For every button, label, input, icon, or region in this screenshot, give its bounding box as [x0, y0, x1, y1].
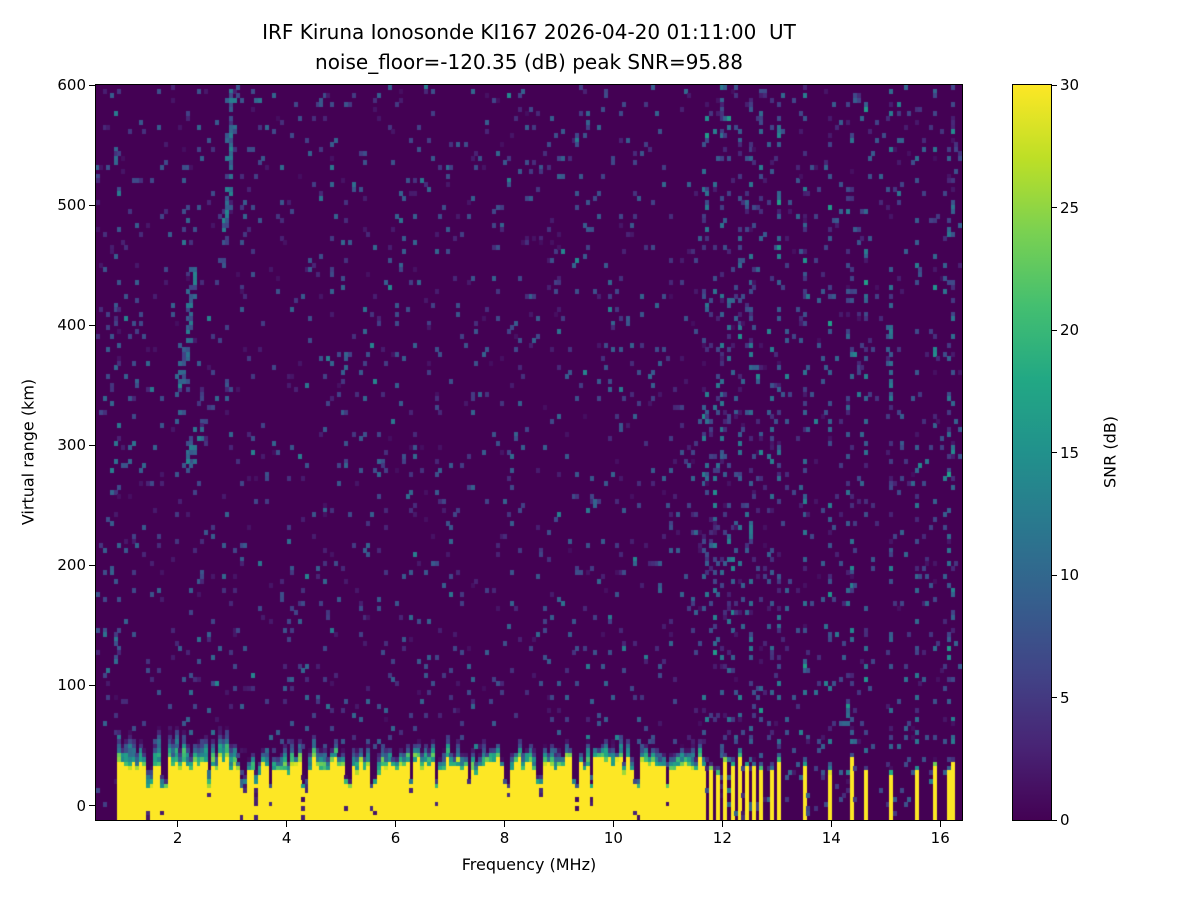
x-axis-label: Frequency (MHz): [461, 855, 597, 874]
x-tick-mark: [721, 821, 723, 827]
colorbar-tick-mark: [1051, 697, 1057, 698]
colorbar-tick-mark: [1051, 207, 1057, 208]
x-tick-label: 14: [821, 829, 841, 847]
x-tick-label: 2: [172, 829, 183, 847]
x-tick-mark: [503, 821, 505, 827]
y-tick-label: 400: [57, 316, 86, 335]
colorbar-tick-mark: [1051, 819, 1057, 821]
y-tick-mark: [89, 204, 95, 206]
colorbar-tick-mark: [1051, 574, 1057, 576]
chart-subtitle: noise_floor=-120.35 (dB) peak SNR=95.88: [315, 50, 743, 74]
y-tick-label: 100: [57, 676, 86, 695]
colorbar-tick-label: 15: [1060, 443, 1080, 462]
y-tick-mark: [89, 84, 95, 86]
x-tick-mark: [177, 821, 179, 827]
y-tick-label: 300: [57, 436, 86, 455]
x-tick-label: 8: [499, 829, 510, 847]
colorbar-tick-mark: [1051, 329, 1057, 331]
y-tick-label: 200: [57, 556, 86, 575]
x-tick-mark: [612, 821, 614, 827]
y-tick-label: 600: [57, 76, 86, 94]
y-tick-mark: [89, 444, 95, 446]
y-tick-mark: [89, 684, 95, 686]
x-tick-label: 4: [281, 829, 292, 847]
y-tick-label: 500: [57, 196, 86, 215]
x-tick-label: 6: [390, 829, 401, 847]
chart-title: IRF Kiruna Ionosonde KI167 2026-04-20 01…: [262, 20, 796, 44]
colorbar-label: SNR (dB): [1100, 416, 1120, 488]
y-tick-mark: [89, 805, 95, 807]
colorbar-tick-label: 25: [1060, 198, 1080, 217]
x-tick-mark: [939, 821, 941, 827]
y-tick-label: 0: [76, 796, 86, 815]
colorbar-tick-label: 5: [1060, 688, 1070, 707]
colorbar-tick-label: 30: [1060, 76, 1080, 94]
ionogram-canvas: [95, 84, 963, 821]
y-tick-mark: [89, 564, 95, 566]
colorbar-tick-mark: [1051, 452, 1057, 453]
x-tick-mark: [395, 821, 397, 827]
colorbar: [1012, 84, 1052, 821]
x-tick-label: 16: [930, 829, 950, 847]
x-tick-label: 12: [712, 829, 732, 847]
colorbar-tick-mark: [1051, 84, 1057, 86]
x-tick-mark: [286, 821, 288, 827]
colorbar-tick-label: 0: [1060, 811, 1070, 829]
x-tick-label: 10: [603, 829, 623, 847]
y-tick-mark: [89, 324, 95, 326]
x-tick-mark: [830, 821, 832, 827]
colorbar-tick-label: 20: [1060, 321, 1080, 339]
colorbar-tick-label: 10: [1060, 566, 1080, 584]
